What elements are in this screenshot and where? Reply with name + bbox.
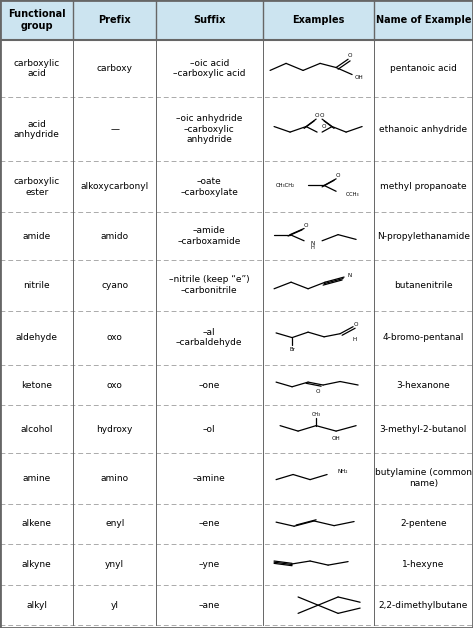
Text: H: H: [310, 245, 314, 250]
Bar: [0, 453, 473, 504]
Text: NH₂: NH₂: [338, 469, 348, 474]
Text: aldehyde: aldehyde: [16, 333, 58, 342]
Text: –amide
–carboxamide: –amide –carboxamide: [178, 226, 241, 246]
Text: OCH₃: OCH₃: [345, 192, 359, 197]
Text: N-propylethanamide: N-propylethanamide: [377, 232, 470, 241]
Text: ethanoic anhydride: ethanoic anhydride: [379, 125, 467, 134]
Bar: [0, 585, 473, 625]
Text: CH₃: CH₃: [312, 412, 321, 417]
Text: O: O: [315, 113, 319, 118]
Text: 2-pentene: 2-pentene: [400, 519, 447, 528]
Text: O: O: [336, 173, 341, 178]
Text: Suffix: Suffix: [193, 15, 226, 24]
Text: ketone: ketone: [21, 381, 52, 389]
Text: O: O: [354, 322, 359, 327]
Text: methyl propanoate: methyl propanoate: [380, 182, 467, 192]
Bar: [0, 544, 473, 585]
Text: 2,2-dimethylbutane: 2,2-dimethylbutane: [379, 600, 468, 610]
Text: carboxy: carboxy: [96, 64, 133, 73]
Text: –nitrile (keep “e”)
–carbonitrile: –nitrile (keep “e”) –carbonitrile: [169, 276, 250, 295]
Bar: [0, 405, 473, 453]
Text: amido: amido: [101, 232, 129, 241]
Text: amide: amide: [23, 232, 51, 241]
Text: —: —: [110, 125, 119, 134]
Bar: [0, 212, 473, 260]
Text: alkyne: alkyne: [22, 560, 52, 569]
Text: –oate
–carboxylate: –oate –carboxylate: [180, 177, 238, 197]
Text: N: N: [310, 241, 314, 246]
Bar: [0, 40, 473, 97]
Text: –oic anhydride
–carboxylic
anhydride: –oic anhydride –carboxylic anhydride: [176, 114, 243, 144]
Text: –one: –one: [199, 381, 220, 389]
Text: O: O: [348, 53, 352, 58]
Text: carboxylic
ester: carboxylic ester: [14, 177, 60, 197]
Text: CH₃CH₂: CH₃CH₂: [276, 183, 295, 188]
Text: alkyl: alkyl: [26, 600, 47, 610]
Text: –oic acid
–carboxylic acid: –oic acid –carboxylic acid: [173, 58, 245, 78]
Text: alkoxycarbonyl: alkoxycarbonyl: [80, 182, 149, 192]
Text: cyano: cyano: [101, 281, 128, 290]
Text: H: H: [352, 337, 356, 342]
Text: 4-bromo-pentanal: 4-bromo-pentanal: [383, 333, 464, 342]
Text: enyl: enyl: [105, 519, 124, 528]
Text: alkene: alkene: [22, 519, 52, 528]
Text: Functional
group: Functional group: [8, 9, 65, 31]
Text: O: O: [322, 124, 326, 129]
Text: 3-hexanone: 3-hexanone: [396, 381, 450, 389]
Text: Br: Br: [289, 347, 295, 352]
Text: ynyl: ynyl: [105, 560, 124, 569]
Bar: [0, 260, 473, 310]
Text: N: N: [347, 273, 351, 278]
Bar: [0, 0, 473, 40]
Text: –ol: –ol: [203, 425, 216, 433]
Text: acid
anhydride: acid anhydride: [14, 119, 60, 139]
Text: –ane: –ane: [199, 600, 220, 610]
Text: oxo: oxo: [107, 333, 123, 342]
Bar: [0, 504, 473, 544]
Bar: [0, 161, 473, 212]
Text: Name of Example: Name of Example: [376, 15, 471, 24]
Text: –amine: –amine: [193, 474, 226, 483]
Text: amine: amine: [23, 474, 51, 483]
Bar: [0, 310, 473, 365]
Text: O: O: [304, 224, 308, 228]
Text: 1-hexyne: 1-hexyne: [402, 560, 445, 569]
Text: –ene: –ene: [199, 519, 220, 528]
Text: carboxylic
acid: carboxylic acid: [14, 58, 60, 78]
Text: –yne: –yne: [199, 560, 220, 569]
Text: nitrile: nitrile: [23, 281, 50, 290]
Text: hydroxy: hydroxy: [96, 425, 133, 433]
Text: pentanoic acid: pentanoic acid: [390, 64, 457, 73]
Text: amino: amino: [101, 474, 129, 483]
Text: 3-methyl-2-butanol: 3-methyl-2-butanol: [380, 425, 467, 433]
Text: –al
–carbaldehyde: –al –carbaldehyde: [176, 328, 243, 347]
Text: oxo: oxo: [107, 381, 123, 389]
Text: butanenitrile: butanenitrile: [394, 281, 453, 290]
Text: alcohol: alcohol: [20, 425, 53, 433]
Text: OH: OH: [332, 436, 341, 441]
Bar: [0, 365, 473, 405]
Text: Examples: Examples: [292, 15, 344, 24]
Text: Prefix: Prefix: [98, 15, 131, 24]
Bar: [0, 97, 473, 161]
Text: butylamine (common
name): butylamine (common name): [375, 468, 472, 488]
Text: yl: yl: [111, 600, 119, 610]
Text: OH: OH: [355, 75, 363, 80]
Text: O: O: [316, 389, 320, 394]
Text: O: O: [320, 113, 324, 118]
